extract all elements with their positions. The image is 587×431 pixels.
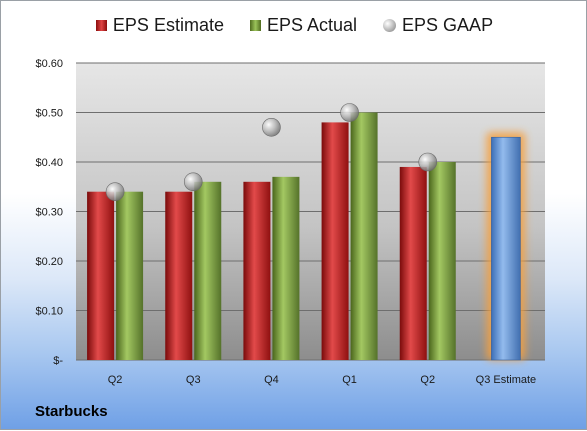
legend-label-actual: EPS Actual bbox=[266, 15, 358, 35]
y-tick-label: $0.40 bbox=[35, 157, 63, 169]
x-tick-label: Q3 Estimate bbox=[476, 374, 537, 386]
bar-actual bbox=[428, 162, 456, 360]
gaap-point bbox=[183, 172, 203, 192]
legend-label-estimate: EPS Estimate bbox=[112, 15, 224, 35]
bar-estimate-highlight bbox=[491, 136, 521, 361]
gaap-point bbox=[262, 118, 281, 137]
bar-actual bbox=[194, 181, 222, 360]
x-tick-label: Q2 bbox=[108, 374, 123, 386]
legend-entry-actual: EPS Actual bbox=[249, 15, 358, 36]
x-tick-label: Q2 bbox=[420, 374, 435, 386]
y-tick-label: $0.20 bbox=[35, 256, 63, 268]
gaap-point bbox=[340, 103, 359, 122]
y-tick-label: $0.30 bbox=[35, 207, 63, 219]
gaap-point bbox=[418, 152, 438, 172]
legend-label-gaap: EPS GAAP bbox=[402, 15, 494, 35]
legend-entry-estimate: EPS Estimate bbox=[95, 15, 224, 36]
chart-legend: EPS Estimate EPS Actual EPS GAAP bbox=[1, 15, 587, 36]
bar-estimate bbox=[321, 122, 349, 361]
y-tick-label: $0.60 bbox=[35, 58, 63, 70]
bar-estimate bbox=[399, 166, 427, 360]
legend-swatch-gaap bbox=[383, 19, 397, 32]
y-tick-label: $0.50 bbox=[35, 108, 63, 120]
bar-estimate bbox=[243, 181, 271, 360]
bar-estimate bbox=[165, 191, 193, 360]
legend-swatch-actual bbox=[249, 20, 261, 31]
bar-actual bbox=[350, 112, 378, 360]
x-tick-label: Q3 bbox=[186, 374, 201, 386]
bar-actual bbox=[116, 191, 144, 360]
y-tick-label: $0.10 bbox=[35, 306, 63, 318]
legend-entry-gaap: EPS GAAP bbox=[383, 15, 493, 36]
company-label: Starbucks bbox=[35, 403, 108, 420]
bar-actual bbox=[272, 176, 300, 360]
x-tick-label: Q1 bbox=[342, 374, 357, 386]
gaap-point bbox=[105, 182, 125, 201]
legend-swatch-estimate bbox=[95, 20, 107, 31]
x-tick-label: Q4 bbox=[264, 374, 279, 386]
y-tick-label: $- bbox=[53, 355, 63, 367]
bar-estimate bbox=[87, 191, 115, 360]
